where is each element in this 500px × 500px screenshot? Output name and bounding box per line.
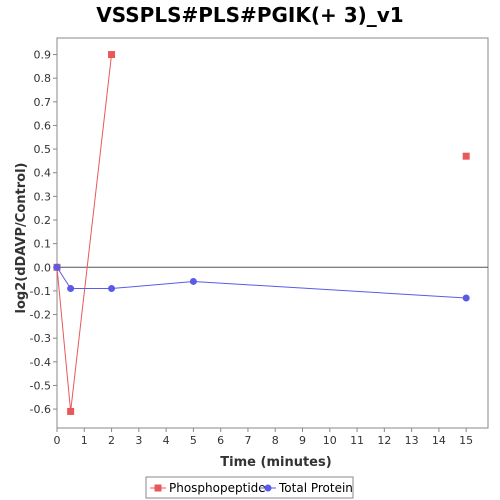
y-tick-label: 0.9 [34, 49, 52, 62]
chart-title: VSSPLS#PLS#PGIK(+ 3)_v1 [96, 3, 403, 27]
y-tick-label: 0.5 [34, 143, 52, 156]
y-tick-label: -0.4 [30, 356, 51, 369]
y-tick-label: -0.2 [30, 309, 51, 322]
data-point-phosphopeptide [67, 407, 75, 415]
x-tick-label: 3 [135, 434, 142, 447]
legend-phosphopeptide-label: Phosphopeptide [169, 481, 266, 495]
y-tick-label: 0.2 [34, 214, 52, 227]
y-tick-label: 0.7 [34, 96, 52, 109]
y-tick-label: -0.6 [30, 403, 51, 416]
x-tick-label: 8 [272, 434, 279, 447]
x-tick-label: 12 [377, 434, 391, 447]
x-tick-label: 13 [405, 434, 419, 447]
y-tick-label: -0.1 [30, 285, 51, 298]
x-tick-label: 11 [350, 434, 364, 447]
x-axis-label: Time (minutes) [220, 455, 331, 470]
y-tick-label: -0.5 [30, 379, 51, 392]
x-tick-label: 2 [108, 434, 115, 447]
x-axis: 0 1 2 3 4 5 6 7 8 9 10 11 12 13 14 15 [54, 428, 473, 447]
y-tick-label: 0.1 [34, 238, 52, 251]
x-tick-label: 15 [459, 434, 473, 447]
x-tick-label: 14 [432, 434, 446, 447]
x-tick-label: 7 [244, 434, 251, 447]
y-tick-label: -0.3 [30, 332, 51, 345]
legend-total-protein-label: Total Protein [278, 481, 353, 495]
y-tick-label: 0.4 [34, 167, 52, 180]
x-tick-label: 10 [323, 434, 337, 447]
data-point-phosphopeptide [462, 152, 470, 160]
data-point-total-protein [108, 285, 116, 293]
x-tick-label: 9 [299, 434, 306, 447]
legend-box [145, 476, 354, 499]
legend-total-protein-marker [264, 484, 272, 492]
plot-area [56, 37, 489, 429]
x-tick-label: 0 [54, 434, 61, 447]
data-point-total-protein [53, 263, 61, 271]
legend-phosphopeptide-marker [154, 484, 162, 492]
y-axis: -0.6 -0.5 -0.4 -0.3 -0.2 -0.1 0.0 0.1 0.2 0.3 0.4 0… [30, 49, 57, 416]
data-point-total-protein [462, 294, 470, 302]
y-tick-label: 0.8 [34, 72, 52, 85]
data-point-phosphopeptide [108, 51, 116, 59]
legend: Phosphopeptide Total Protein [145, 476, 354, 499]
series-total-protein [53, 263, 470, 302]
series-layer [53, 51, 470, 415]
data-point-total-protein [189, 277, 197, 285]
y-axis-label: log2(dDAVP/Control) [14, 163, 29, 314]
y-tick-label: 0.6 [34, 119, 52, 132]
x-tick-label: 5 [190, 434, 197, 447]
x-tick-label: 6 [217, 434, 224, 447]
data-point-total-protein [67, 285, 75, 293]
x-tick-label: 4 [163, 434, 170, 447]
y-tick-label: 0.0 [34, 261, 52, 274]
y-tick-label: 0.3 [34, 190, 52, 203]
x-tick-label: 1 [81, 434, 88, 447]
